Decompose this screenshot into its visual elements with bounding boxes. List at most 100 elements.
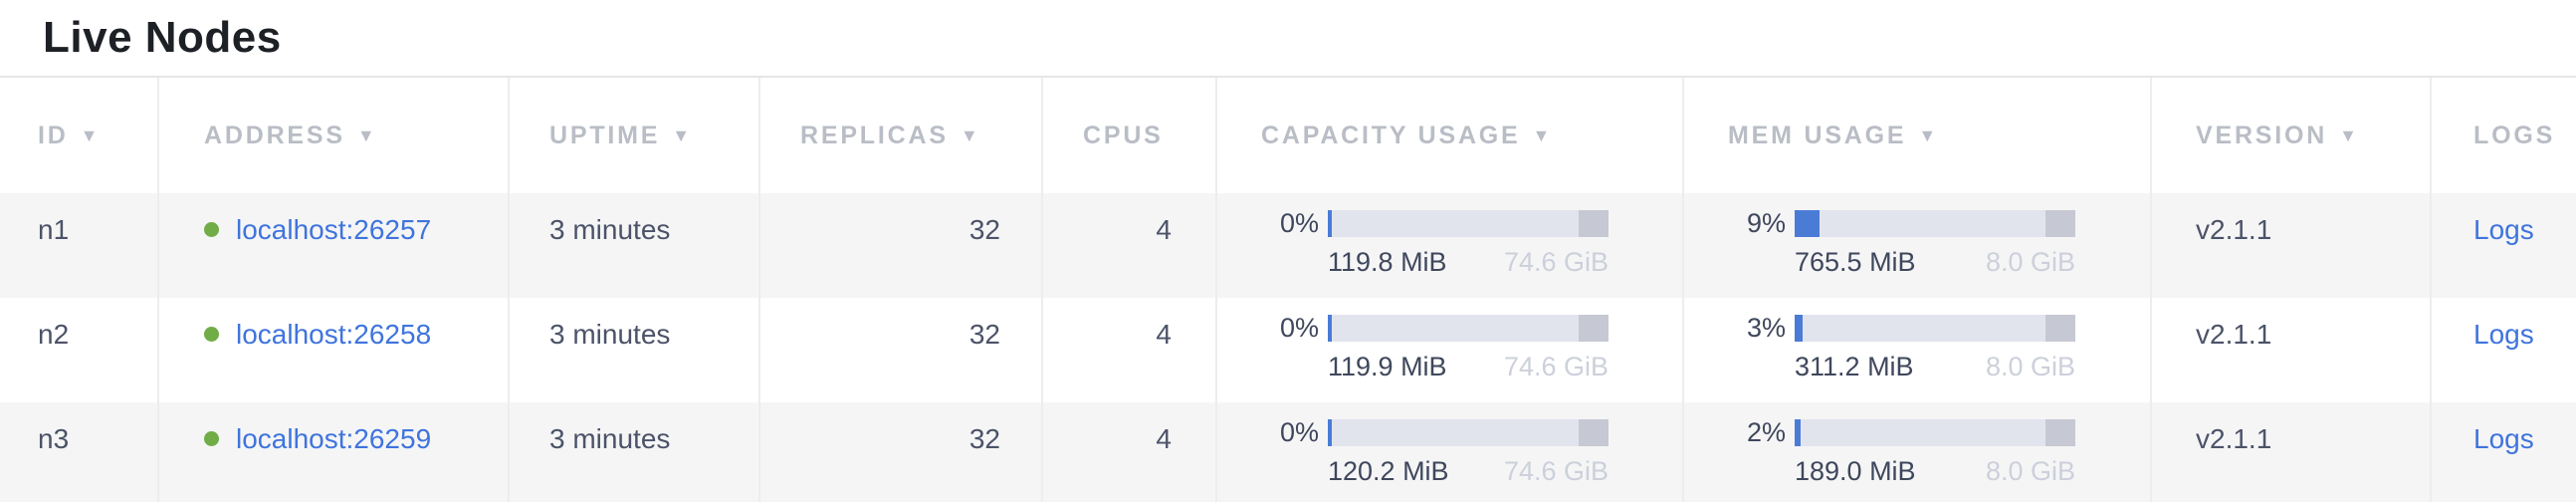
node-live-status-icon xyxy=(204,431,219,446)
node-id: n1 xyxy=(38,214,70,245)
capacity-usage-cell: 0% 119.8 MiB 74.6 GiB xyxy=(1217,193,1684,298)
node-replicas: 32 xyxy=(968,214,1000,245)
node-logs-link[interactable]: Logs xyxy=(2473,423,2534,454)
mem-usage-meter: 2% 189.0 MiB 8.0 GiB xyxy=(1728,417,2150,487)
column-header-cpus: CPUS xyxy=(1043,78,1217,193)
capacity-usage-percent: 0% xyxy=(1279,207,1319,238)
node-version: v2.1.1 xyxy=(2196,214,2272,245)
capacity-used-value: 119.9 MiB xyxy=(1328,352,1447,381)
node-version-cell: v2.1.1 xyxy=(2152,402,2432,502)
node-logs-cell: Logs xyxy=(2432,298,2576,402)
node-replicas-cell: 32 xyxy=(760,298,1043,402)
capacity-usage-bar xyxy=(1328,314,1609,342)
node-version-cell: v2.1.1 xyxy=(2152,298,2432,402)
table-header: ID ▼ ADDRESS ▼ UPTIME ▼ REPLICAS ▼ CPUS … xyxy=(0,78,2576,193)
column-header-mem[interactable]: MEM USAGE ▼ xyxy=(1684,78,2152,193)
sort-desc-arrow-icon: ▼ xyxy=(2339,125,2360,145)
capacity-usage-percent: 0% xyxy=(1279,416,1319,447)
mem-usage-bar-fill xyxy=(1795,314,1804,342)
mem-usage-meter: 3% 311.2 MiB 8.0 GiB xyxy=(1728,313,2150,382)
node-live-status-icon xyxy=(204,327,219,342)
capacity-used-value: 120.2 MiB xyxy=(1328,456,1449,486)
node-address-cell: localhost:26258 xyxy=(159,298,510,402)
node-cpus: 4 xyxy=(1156,214,1172,245)
capacity-used-value: 119.8 MiB xyxy=(1328,247,1447,277)
node-id-cell: n3 xyxy=(0,402,159,502)
node-cpus-cell: 4 xyxy=(1043,298,1217,402)
mem-usage-bar-reserved-block xyxy=(2045,209,2075,237)
table-body: n1 localhost:26257 3 minutes 32 4 0% xyxy=(0,193,2576,502)
column-header-label: LOGS xyxy=(2473,121,2556,149)
table-row: n2 localhost:26258 3 minutes 32 4 0% xyxy=(0,298,2576,402)
column-header-logs: LOGS xyxy=(2432,78,2576,193)
node-uptime: 3 minutes xyxy=(549,423,671,454)
node-logs-link[interactable]: Logs xyxy=(2473,214,2534,245)
node-address-link[interactable]: localhost:26259 xyxy=(236,423,432,454)
column-header-capacity[interactable]: CAPACITY USAGE ▼ xyxy=(1217,78,1684,193)
mem-usage-bar-fill xyxy=(1795,209,1821,237)
title-bar: Live Nodes xyxy=(0,0,2576,76)
sort-desc-arrow-icon: ▼ xyxy=(356,125,378,145)
capacity-usage-cell: 0% 119.9 MiB 74.6 GiB xyxy=(1217,298,1684,402)
capacity-usage-bar xyxy=(1328,418,1609,446)
capacity-total-value: 74.6 GiB xyxy=(1503,352,1609,381)
node-cpus: 4 xyxy=(1156,319,1172,350)
column-header-uptime[interactable]: UPTIME ▼ xyxy=(510,78,760,193)
column-header-label: VERSION xyxy=(2196,121,2328,149)
sort-desc-arrow-icon: ▼ xyxy=(960,125,981,145)
node-id-cell: n2 xyxy=(0,298,159,402)
node-replicas-cell: 32 xyxy=(760,193,1043,298)
node-uptime: 3 minutes xyxy=(549,214,671,245)
node-address-cell: localhost:26259 xyxy=(159,402,510,502)
node-version: v2.1.1 xyxy=(2196,423,2272,454)
mem-usage-percent: 9% xyxy=(1746,207,1786,238)
column-header-label: REPLICAS xyxy=(800,121,949,149)
mem-used-value: 189.0 MiB xyxy=(1795,456,1916,486)
mem-usage-bar-fill xyxy=(1795,418,1801,446)
mem-usage-bar xyxy=(1795,314,2075,342)
column-header-id[interactable]: ID ▼ xyxy=(0,78,159,193)
mem-usage-cell: 3% 311.2 MiB 8.0 GiB xyxy=(1684,298,2152,402)
node-uptime-cell: 3 minutes xyxy=(510,298,760,402)
node-address-link[interactable]: localhost:26258 xyxy=(236,319,432,350)
mem-usage-cell: 9% 765.5 MiB 8.0 GiB xyxy=(1684,193,2152,298)
column-header-replicas[interactable]: REPLICAS ▼ xyxy=(760,78,1043,193)
node-version: v2.1.1 xyxy=(2196,319,2272,350)
capacity-usage-meter: 0% 120.2 MiB 74.6 GiB xyxy=(1261,416,1682,487)
mem-usage-bar xyxy=(1795,209,2075,237)
mem-used-value: 765.5 MiB xyxy=(1795,247,1916,277)
mem-usage-bar-reserved-block xyxy=(2045,418,2075,446)
capacity-usage-percent: 0% xyxy=(1279,312,1319,343)
sort-desc-arrow-icon: ▼ xyxy=(672,125,693,145)
capacity-usage-bar-fill xyxy=(1328,314,1332,342)
column-header-label: CPUS xyxy=(1083,121,1164,149)
column-header-label: ADDRESS xyxy=(204,121,345,149)
node-cpus-cell: 4 xyxy=(1043,402,1217,502)
nodes-table: ID ▼ ADDRESS ▼ UPTIME ▼ REPLICAS ▼ CPUS … xyxy=(0,76,2576,502)
node-id-cell: n1 xyxy=(0,193,159,298)
capacity-total-value: 74.6 GiB xyxy=(1503,456,1609,486)
capacity-usage-bar-reserved-block xyxy=(1579,209,1609,237)
node-address-link[interactable]: localhost:26257 xyxy=(236,214,432,245)
mem-total-value: 8.0 GiB xyxy=(1985,352,2075,381)
column-header-version[interactable]: VERSION ▼ xyxy=(2152,78,2432,193)
node-uptime: 3 minutes xyxy=(549,319,671,350)
column-header-label: CAPACITY USAGE xyxy=(1261,121,1521,149)
capacity-usage-bar xyxy=(1328,209,1609,237)
node-logs-link[interactable]: Logs xyxy=(2473,319,2534,350)
mem-total-value: 8.0 GiB xyxy=(1985,247,2075,277)
capacity-usage-bar-fill xyxy=(1328,209,1332,237)
node-id: n2 xyxy=(38,319,70,350)
node-logs-cell: Logs xyxy=(2432,193,2576,298)
table-row: n1 localhost:26257 3 minutes 32 4 0% xyxy=(0,193,2576,298)
node-address-cell: localhost:26257 xyxy=(159,193,510,298)
mem-used-value: 311.2 MiB xyxy=(1795,352,1914,381)
column-header-address[interactable]: ADDRESS ▼ xyxy=(159,78,510,193)
capacity-total-value: 74.6 GiB xyxy=(1503,247,1609,277)
column-header-label: ID xyxy=(38,121,69,149)
capacity-usage-bar-fill xyxy=(1328,418,1332,446)
node-cpus-cell: 4 xyxy=(1043,193,1217,298)
capacity-usage-bar-reserved-block xyxy=(1579,314,1609,342)
node-replicas: 32 xyxy=(968,319,1000,350)
